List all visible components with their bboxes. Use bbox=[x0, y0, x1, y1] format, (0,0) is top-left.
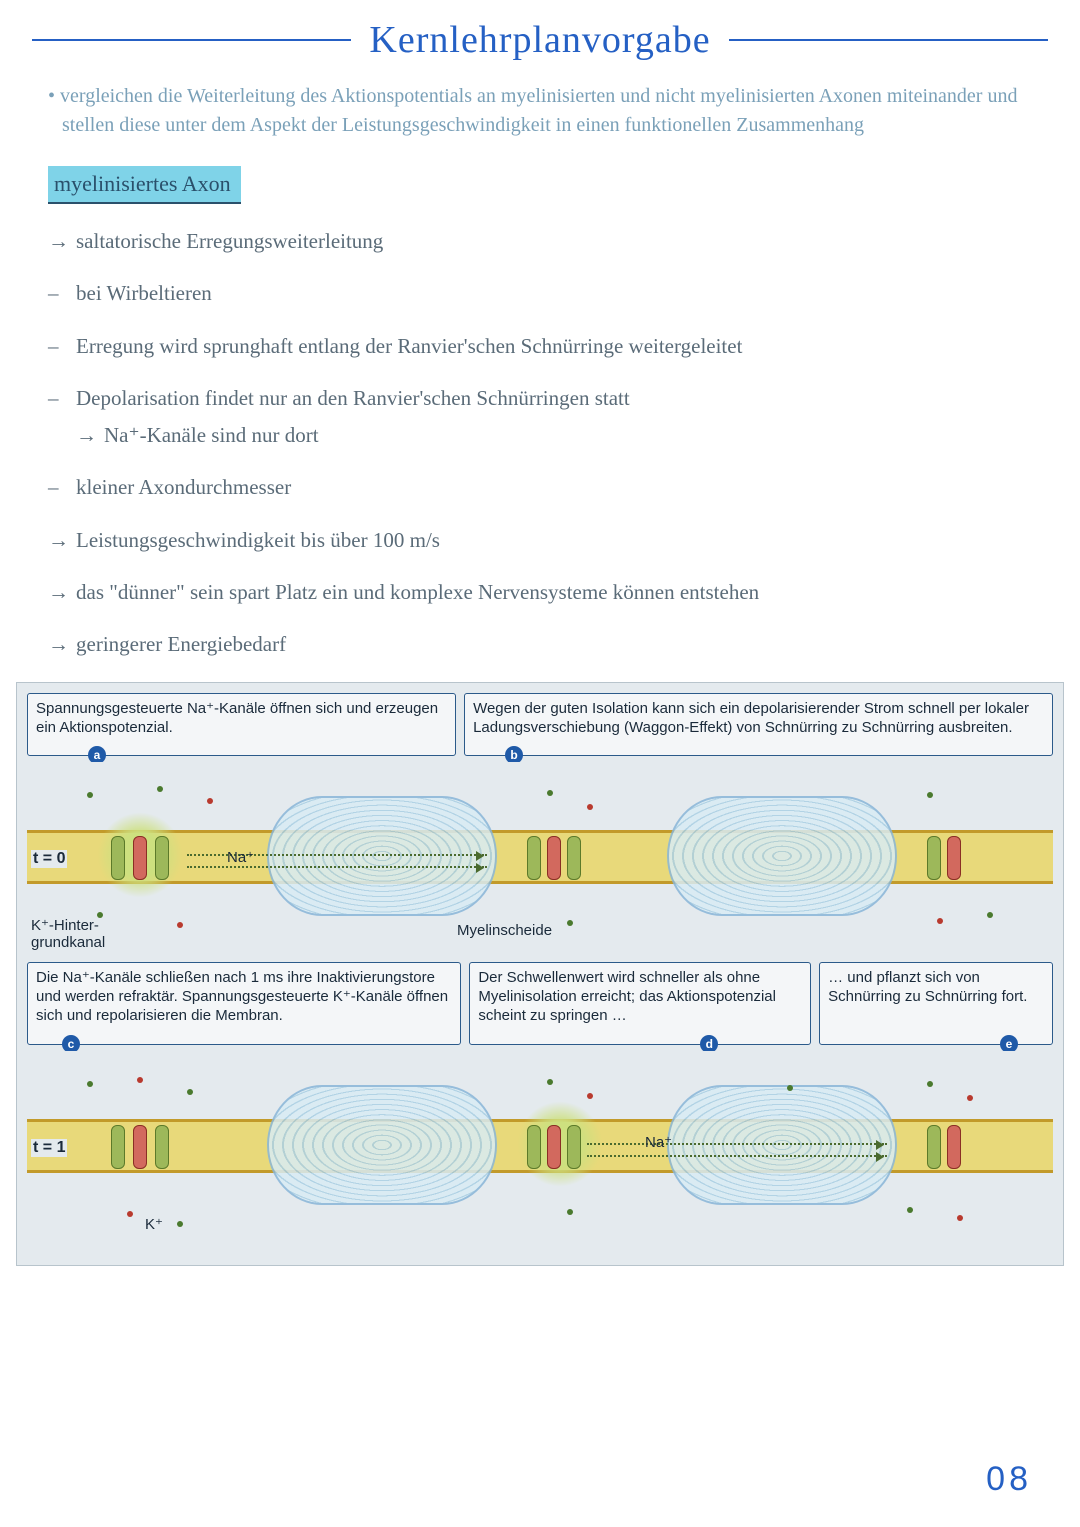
na-channel-icon bbox=[927, 1125, 941, 1169]
myelin-1b bbox=[667, 796, 897, 916]
k-channel-icon bbox=[547, 1125, 561, 1169]
caption-c: Die Na⁺-Kanäle schließen nach 1 ms ihre … bbox=[27, 962, 461, 1044]
myelin-2a bbox=[267, 1085, 497, 1205]
bullet-2: bei Wirbeltieren bbox=[48, 278, 1032, 308]
k-plus-label: K⁺ bbox=[145, 1215, 163, 1233]
bullet-5: kleiner Axondurchmesser bbox=[48, 472, 1032, 502]
current-arrow bbox=[587, 1155, 887, 1157]
node-1a bbox=[107, 822, 177, 892]
bullet-6: Leistungsgeschwindigkeit bis über 100 m/… bbox=[48, 525, 1032, 555]
na-plus-label: Na⁺ bbox=[227, 848, 254, 866]
intro-paragraph: vergleichen die Weiterleitung des Aktion… bbox=[48, 82, 1032, 140]
myelin-2b bbox=[667, 1085, 897, 1205]
node-1b bbox=[527, 822, 597, 892]
caption-d-text: Der Schwellenwert wird schneller als ohn… bbox=[478, 969, 776, 1024]
na-channel-icon bbox=[567, 1125, 581, 1169]
myelin-1a bbox=[267, 796, 497, 916]
node-2b bbox=[527, 1111, 597, 1181]
bullet-4-sub: Na⁺-Kanäle sind nur dort bbox=[48, 420, 1032, 450]
axon-diagram: Spannungsgesteuerte Na⁺-Kanäle öffnen si… bbox=[16, 682, 1064, 1266]
page-title: Kernlehrplanvorgabe bbox=[369, 18, 710, 62]
notes-content: vergleichen die Weiterleitung des Aktion… bbox=[0, 70, 1080, 660]
caption-a-text: Spannungsgesteuerte Na⁺-Kanäle öffnen si… bbox=[36, 700, 438, 736]
axon-strip-t1: Na⁺ K⁺ t = 1 bbox=[27, 1051, 1053, 1241]
caption-row-1: Spannungsgesteuerte Na⁺-Kanäle öffnen si… bbox=[27, 693, 1053, 757]
na-channel-icon bbox=[155, 1125, 169, 1169]
bullet-8: geringerer Energiebedarf bbox=[48, 629, 1032, 659]
section-heading: myelinisiertes Axon bbox=[48, 166, 241, 204]
bullet-7: das "dünner" sein spart Platz ein und ko… bbox=[48, 577, 1032, 607]
title-rule-left bbox=[32, 39, 351, 41]
current-arrow bbox=[187, 866, 487, 868]
caption-d: Der Schwellenwert wird schneller als ohn… bbox=[469, 962, 811, 1044]
na-channel-icon bbox=[567, 836, 581, 880]
k-channel-icon bbox=[547, 836, 561, 880]
bullet-3: Erregung wird sprunghaft entlang der Ran… bbox=[48, 331, 1032, 361]
caption-b-text: Wegen der guten Isolation kann sich ein … bbox=[473, 700, 1029, 736]
page-number: 08 bbox=[986, 1460, 1032, 1499]
caption-c-text: Die Na⁺-Kanäle schließen nach 1 ms ihre … bbox=[36, 969, 448, 1024]
caption-row-2: Die Na⁺-Kanäle schließen nach 1 ms ihre … bbox=[27, 962, 1053, 1044]
node-1c bbox=[927, 822, 997, 892]
k-channel-icon bbox=[947, 1125, 961, 1169]
bullet-1: saltatorische Erregungsweiterleitung bbox=[48, 226, 1032, 256]
caption-e-text: … und pflanzt sich von Schnürring zu Sch… bbox=[828, 969, 1027, 1005]
na-channel-icon bbox=[111, 1125, 125, 1169]
na-plus-label-2: Na⁺ bbox=[645, 1133, 672, 1151]
time-label-t0: t = 0 bbox=[31, 850, 67, 868]
k-channel-icon bbox=[133, 1125, 147, 1169]
na-channel-icon bbox=[527, 836, 541, 880]
k-channel-icon bbox=[133, 836, 147, 880]
title-rule-right bbox=[729, 39, 1048, 41]
na-channel-icon bbox=[527, 1125, 541, 1169]
node-2a bbox=[107, 1111, 177, 1181]
time-label-t1: t = 1 bbox=[31, 1139, 67, 1157]
myelin-label: Myelinscheide bbox=[457, 922, 552, 939]
k-hinter-label: K⁺-Hinter- grundkanal bbox=[31, 916, 105, 951]
page-header: Kernlehrplanvorgabe bbox=[0, 0, 1080, 70]
caption-a: Spannungsgesteuerte Na⁺-Kanäle öffnen si… bbox=[27, 693, 456, 757]
na-channel-icon bbox=[155, 836, 169, 880]
caption-e: … und pflanzt sich von Schnürring zu Sch… bbox=[819, 962, 1053, 1044]
caption-b: Wegen der guten Isolation kann sich ein … bbox=[464, 693, 1053, 757]
bullet-4: Depolarisation findet nur an den Ranvier… bbox=[48, 383, 1032, 413]
axon-strip-t0: Na⁺ Myelinscheide K⁺-Hinter- grundkanal … bbox=[27, 762, 1053, 952]
na-channel-icon bbox=[927, 836, 941, 880]
node-2c bbox=[927, 1111, 997, 1181]
na-channel-icon bbox=[111, 836, 125, 880]
current-arrow bbox=[587, 1143, 887, 1145]
k-channel-icon bbox=[947, 836, 961, 880]
